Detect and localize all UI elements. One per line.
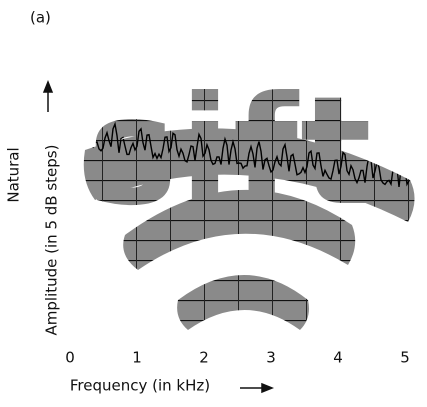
spectrum-background — [83, 65, 415, 330]
masked-spectrum — [83, 65, 415, 330]
x-axis-arrow — [240, 382, 275, 394]
y-axis-arrow — [42, 79, 54, 112]
x-ticks: 0 1 2 3 4 5 — [65, 349, 410, 367]
x-tick-label: 3 — [266, 349, 276, 367]
panel-label: (a) — [30, 9, 51, 27]
x-tick-label: 5 — [400, 349, 410, 367]
row-label: Natural — [5, 147, 23, 202]
x-axis-label: Frequency (in kHz) — [70, 377, 210, 395]
x-tick-label: 4 — [333, 349, 343, 367]
x-tick-label: 2 — [199, 349, 209, 367]
spectrum-trace — [84, 121, 410, 187]
y-axis-label: Amplitude (in 5 dB steps) — [43, 145, 61, 336]
x-tick-label: 0 — [65, 349, 75, 367]
x-tick-label: 1 — [132, 349, 142, 367]
